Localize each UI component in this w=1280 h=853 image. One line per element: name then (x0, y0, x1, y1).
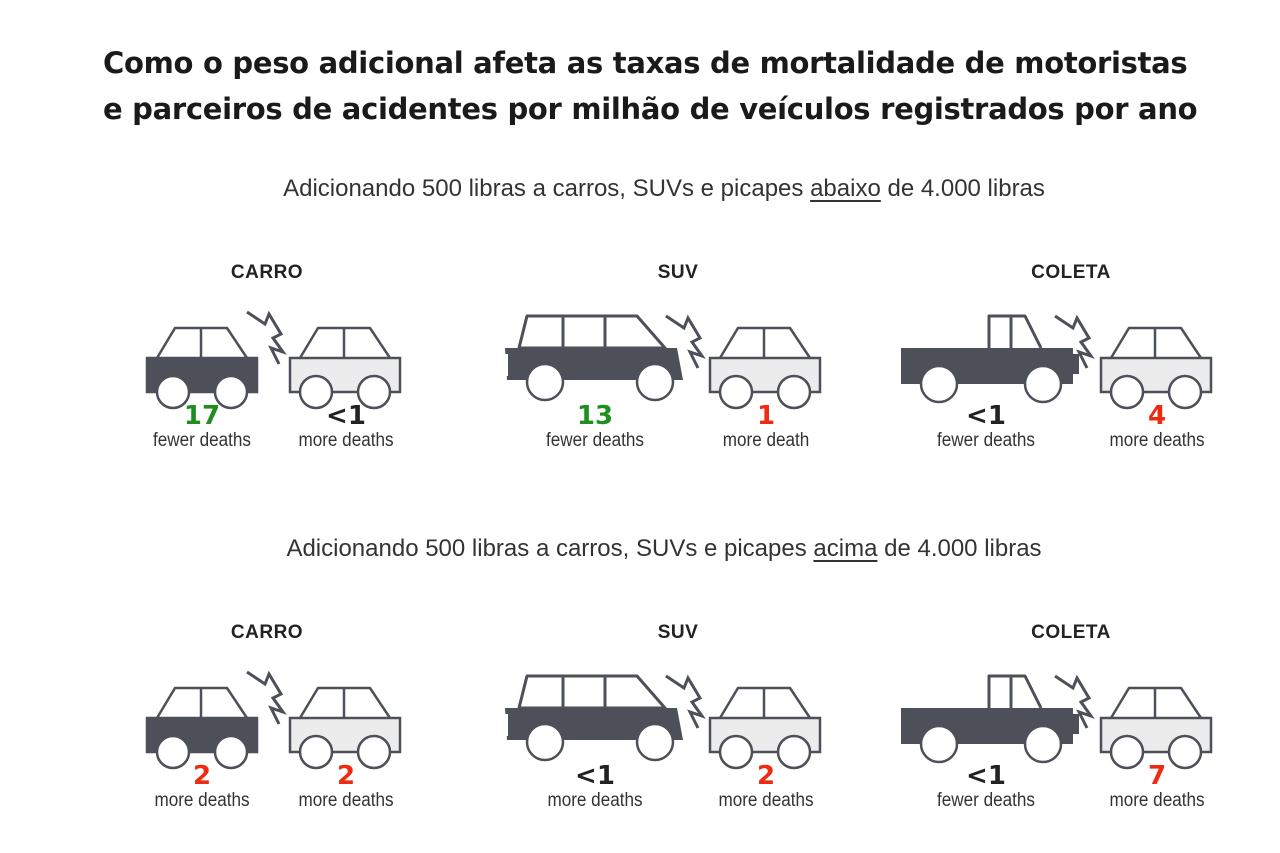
vehicle-type-label: CARRO (230, 622, 304, 643)
page-title: Como o peso adicional afeta as taxas de … (103, 46, 1198, 126)
partner-vehicle-stat: 2 more deaths (276, 762, 416, 812)
partner-car-vehicle (1099, 686, 1213, 770)
death-count: 7 (1147, 761, 1167, 791)
subtitle-text: Adicionando 500 libras a carros, SUVs e … (286, 535, 814, 562)
partner-car-vehicle (288, 686, 402, 770)
death-change-label: fewer deaths (937, 790, 1035, 811)
collision-illustration (901, 674, 1213, 770)
collision-illustration (145, 310, 402, 410)
crash-impact-icon (1054, 314, 1095, 369)
death-change-label: more deaths (154, 790, 250, 811)
death-count: 2 (336, 761, 356, 791)
partner-vehicle-stat: 1 more death (696, 402, 836, 452)
subtitle-text-end: de 4.000 libras (880, 175, 1045, 202)
death-change-label: fewer deaths (153, 430, 251, 451)
suv-vehicle (503, 674, 683, 762)
crash-impact-icon (665, 674, 706, 729)
death-count: <1 (966, 761, 1006, 791)
collision-illustration (503, 314, 822, 410)
death-count: 2 (192, 761, 212, 791)
vehicle-type-label: CARRO (230, 262, 304, 283)
collision-illustration (503, 674, 822, 770)
crash-impact-icon (665, 314, 706, 369)
heavier-vehicle-stat: 2 more deaths (132, 762, 272, 812)
death-change-label: fewer deaths (937, 430, 1035, 451)
partner-vehicle-stat: <1 more deaths (276, 402, 416, 452)
collision-illustration (145, 670, 402, 770)
subtitle-text: Adicionando 500 libras a carros, SUVs e … (283, 175, 811, 202)
death-change-label: more death (722, 430, 810, 451)
death-count: 13 (576, 401, 614, 431)
heavier-vehicle-stat: <1 fewer deaths (916, 402, 1056, 452)
partner-car-vehicle (708, 686, 822, 770)
death-change-label: more deaths (298, 790, 394, 811)
death-change-label: fewer deaths (546, 430, 644, 451)
section-subtitle-above: Adicionando 500 libras a carros, SUVs e … (0, 535, 1280, 563)
subtitle-emphasis: abaixo (810, 175, 881, 202)
section-subtitle-below: Adicionando 500 libras a carros, SUVs e … (0, 175, 1280, 203)
crash-impact-icon (246, 670, 287, 725)
heavier-vehicle-stat: <1 fewer deaths (916, 762, 1056, 812)
pickup-vehicle (901, 314, 1079, 404)
vehicle-type-label: COLETA (1031, 262, 1111, 283)
crash-impact-icon (1054, 674, 1095, 729)
heavier-vehicle-stat: 13 fewer deaths (525, 402, 665, 452)
heavier-vehicle-stat: 17 fewer deaths (132, 402, 272, 452)
death-change-label: more deaths (1109, 790, 1205, 811)
heavier-vehicle-stat: <1 more deaths (525, 762, 665, 812)
crash-impact-icon (246, 310, 287, 365)
partner-vehicle-stat: 7 more deaths (1087, 762, 1227, 812)
vehicle-type-label: COLETA (1031, 622, 1111, 643)
subtitle-emphasis: acima (813, 535, 878, 562)
death-change-label: more deaths (547, 790, 643, 811)
partner-car-vehicle (708, 326, 822, 410)
partner-car-vehicle (1099, 326, 1213, 410)
partner-car-vehicle (288, 326, 402, 410)
car-vehicle (145, 686, 259, 770)
death-change-label: more deaths (298, 430, 394, 451)
death-count: <1 (575, 761, 615, 791)
death-count: 1 (756, 401, 776, 431)
vehicle-type-label: SUV (657, 262, 699, 283)
car-vehicle (145, 326, 259, 410)
partner-vehicle-stat: 2 more deaths (696, 762, 836, 812)
subtitle-text-end: de 4.000 libras (877, 535, 1042, 562)
partner-vehicle-stat: 4 more deaths (1087, 402, 1227, 452)
suv-vehicle (503, 314, 683, 402)
death-count: 17 (183, 401, 221, 431)
death-count: <1 (326, 401, 366, 431)
death-count: 2 (756, 761, 776, 791)
death-count: <1 (966, 401, 1006, 431)
death-change-label: more deaths (1109, 430, 1205, 451)
pickup-vehicle (901, 674, 1079, 764)
collision-illustration (901, 314, 1213, 410)
death-change-label: more deaths (718, 790, 814, 811)
vehicle-type-label: SUV (657, 622, 699, 643)
death-count: 4 (1147, 401, 1167, 431)
